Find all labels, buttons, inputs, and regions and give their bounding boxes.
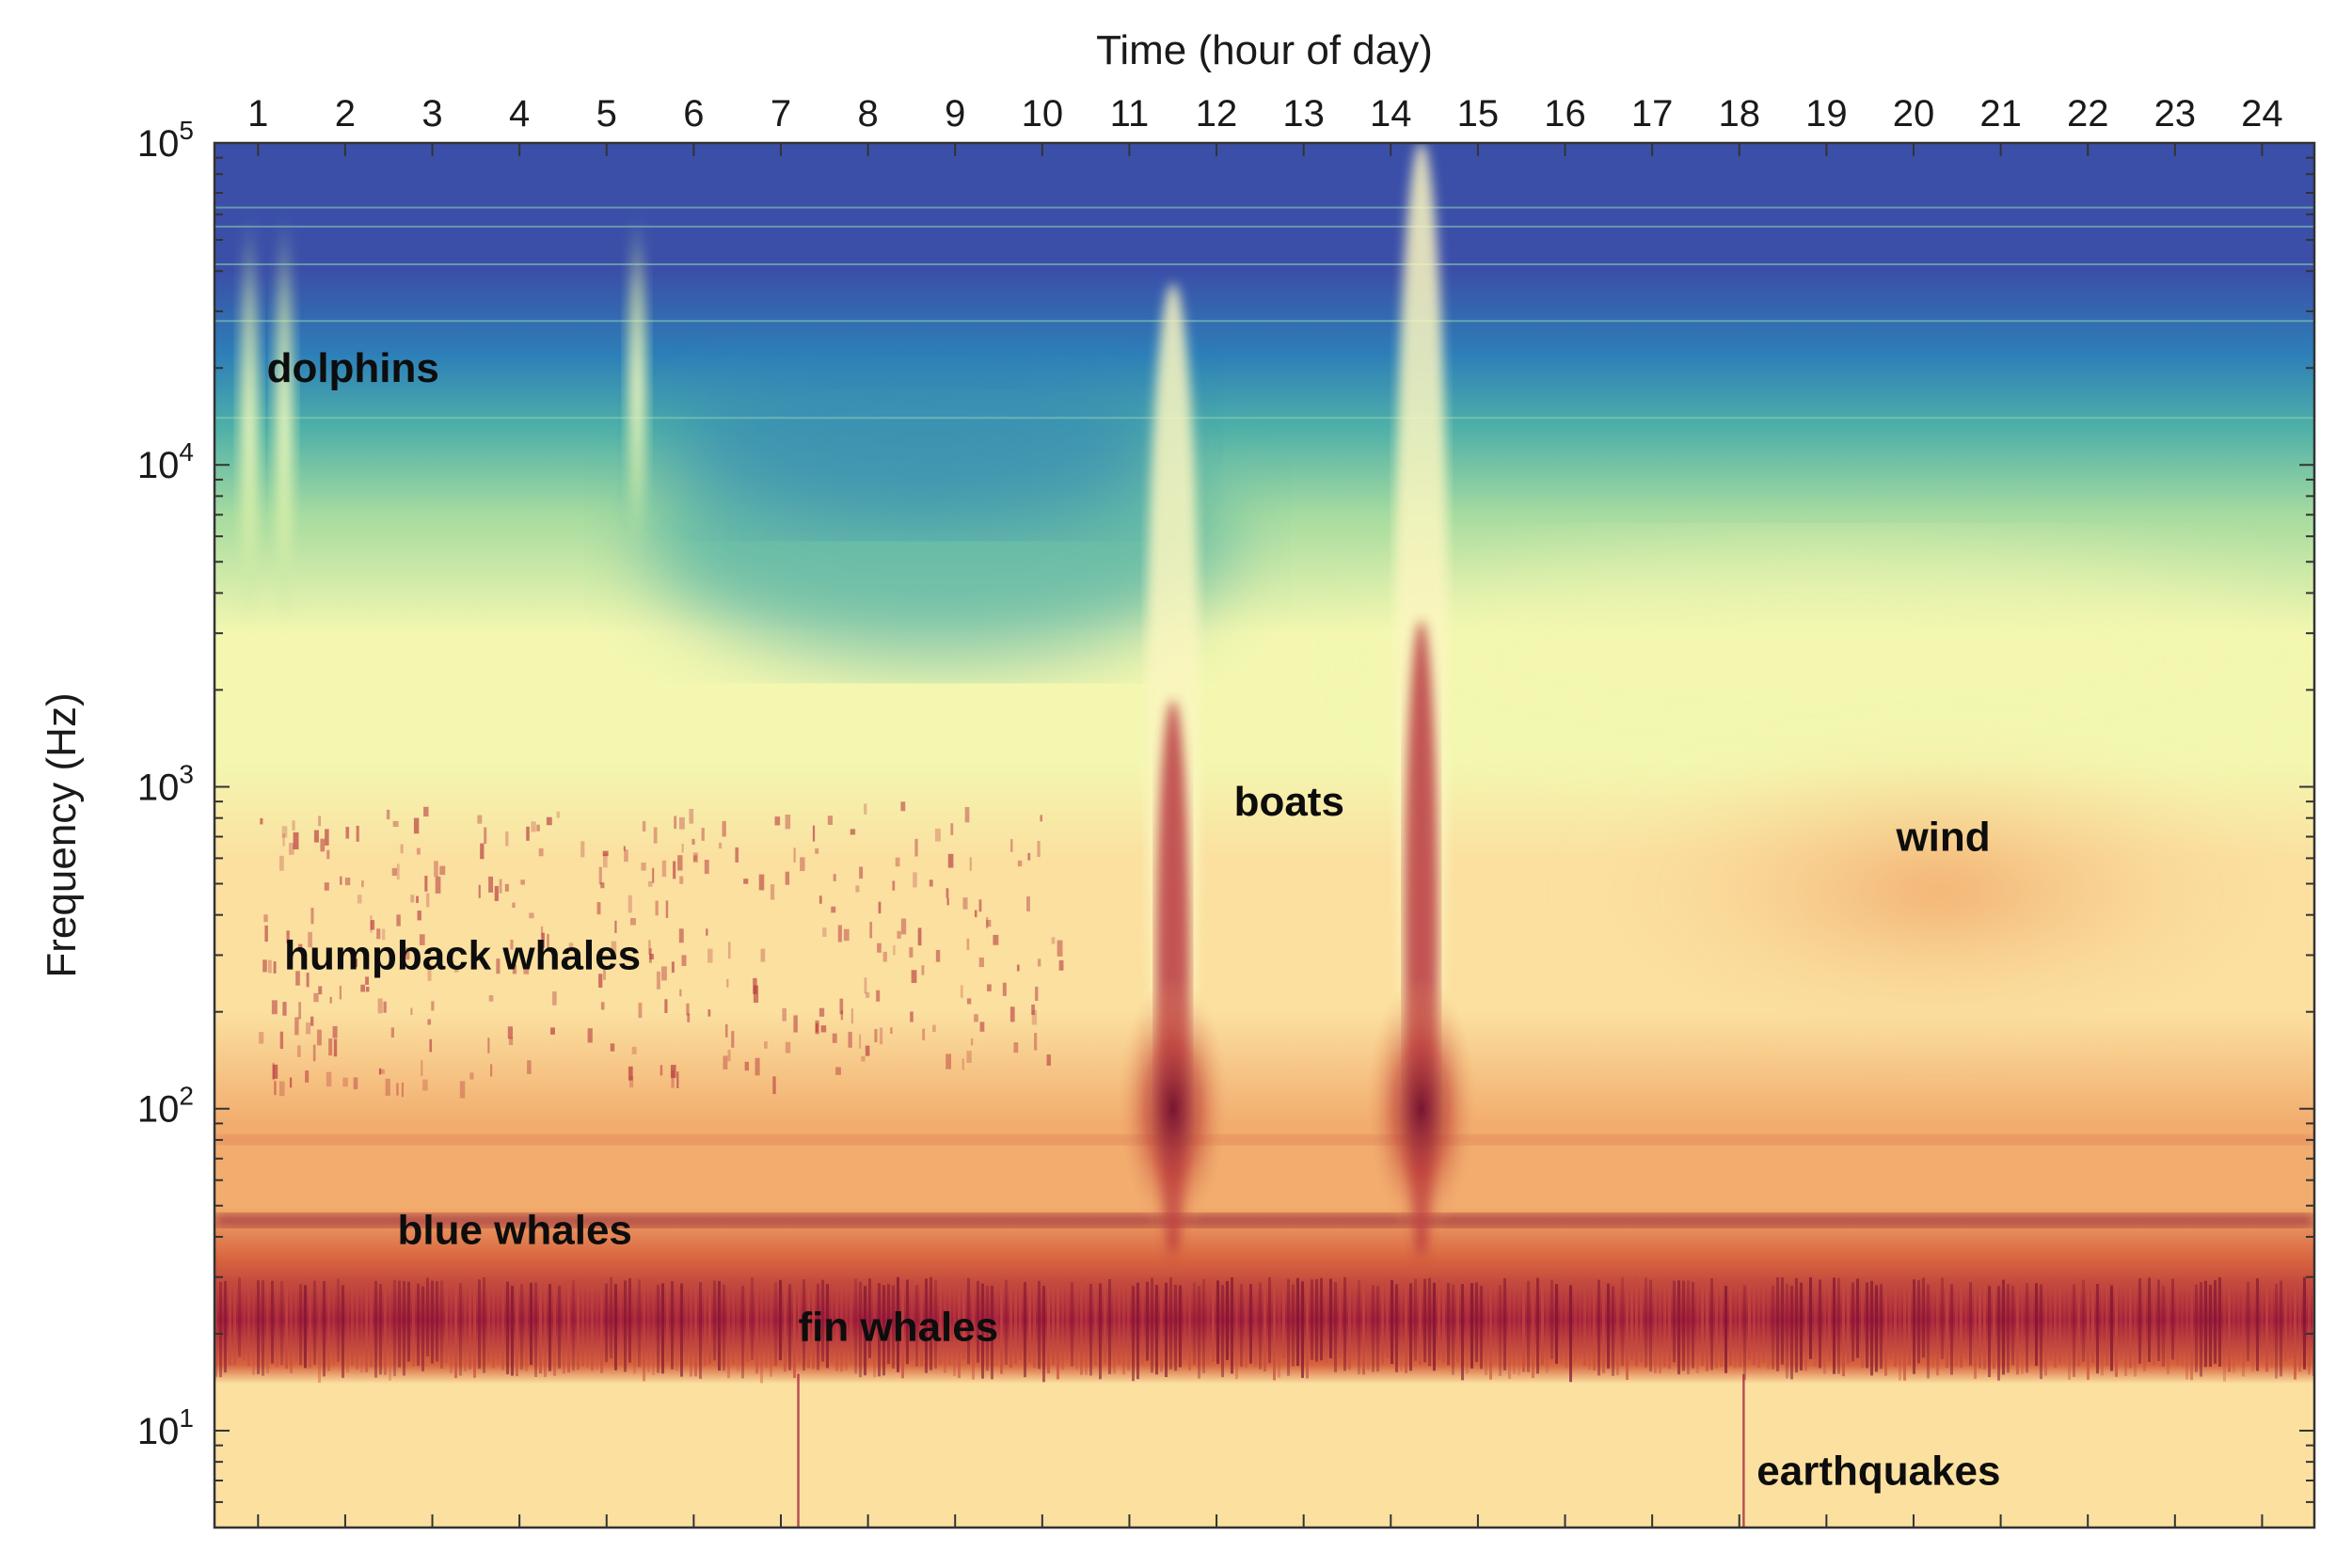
x-tick-label: 3 <box>421 93 442 135</box>
annotation-earthquakes: earthquakes <box>1756 1449 2000 1495</box>
x-tick-label: 4 <box>509 93 530 135</box>
annotation-dolphins: dolphins <box>267 345 439 391</box>
x-tick-label: 8 <box>857 93 878 135</box>
x-tick-label: 14 <box>1370 93 1412 135</box>
x-axis-title: Time (hour of day) <box>1096 27 1433 73</box>
x-tick-label: 10 <box>1022 93 1064 135</box>
humpback-whale-calls <box>259 801 1064 1099</box>
x-tick-label: 24 <box>2241 93 2283 135</box>
x-tick-label: 17 <box>1631 93 1674 135</box>
x-tick-label: 21 <box>1979 93 2022 135</box>
x-tick-label: 6 <box>683 93 704 135</box>
y-tick-label: 105 <box>137 116 194 165</box>
dolphin-signal <box>236 214 263 634</box>
annotation-boats: boats <box>1234 779 1344 825</box>
dolphin-signal <box>624 214 651 562</box>
boat-passage-signal <box>1364 143 1478 1259</box>
x-tick-label: 7 <box>771 93 791 135</box>
x-tick-label: 18 <box>1718 93 1760 135</box>
y-tick-label: 102 <box>137 1082 194 1131</box>
annotation-blue-whales: blue whales <box>397 1208 631 1254</box>
y-axis: 101 102 103 104 105 <box>137 116 2314 1528</box>
wind-signal <box>1565 730 2314 1053</box>
x-tick-label: 12 <box>1196 93 1238 135</box>
annotation-fin-whales: fin whales <box>799 1305 999 1351</box>
annotation-wind: wind <box>1895 815 1990 861</box>
x-tick-label: 22 <box>2067 93 2109 135</box>
fin-whale-band <box>215 1276 2314 1384</box>
x-tick-label: 5 <box>596 93 617 135</box>
y-tick-label: 103 <box>137 759 194 808</box>
x-tick-label: 16 <box>1544 93 1586 135</box>
x-tick-label: 2 <box>335 93 356 135</box>
spectrogram-plot-area <box>213 141 2316 1529</box>
x-tick-label: 11 <box>1110 93 1150 135</box>
quiet-band-region <box>668 355 1173 525</box>
x-tick-label: 23 <box>2154 93 2197 135</box>
plot-frame <box>213 141 2316 1529</box>
y-tick-label: 101 <box>137 1403 194 1452</box>
y-tick-label: 104 <box>137 437 194 486</box>
x-tick-label: 13 <box>1282 93 1325 135</box>
x-tick-label: 19 <box>1805 93 1848 135</box>
dolphin-signal <box>271 214 298 634</box>
source-annotations: dolphins humpback whales boats wind blue wha… <box>267 345 2001 1495</box>
x-axis: 1 2 3 4 5 6 7 8 9 10 11 12 13 14 15 16 17 18 19 20 21 22 23 24 <box>247 93 2283 1528</box>
x-tick-label: 20 <box>1893 93 1935 135</box>
wind-upper-region <box>1364 546 2289 772</box>
annotation-humpback-whales: humpback whales <box>284 932 641 978</box>
low-harmonic-band <box>215 1134 2314 1145</box>
boat-passage-signal <box>1116 283 1230 1256</box>
x-tick-label: 15 <box>1457 93 1500 135</box>
y-axis-title: Frequency (Hz) <box>39 692 85 977</box>
spectrogram-heatmap <box>215 143 2314 1528</box>
blue-whale-band <box>215 1213 2314 1227</box>
x-tick-label: 9 <box>945 93 965 135</box>
x-tick-label: 1 <box>247 93 268 135</box>
